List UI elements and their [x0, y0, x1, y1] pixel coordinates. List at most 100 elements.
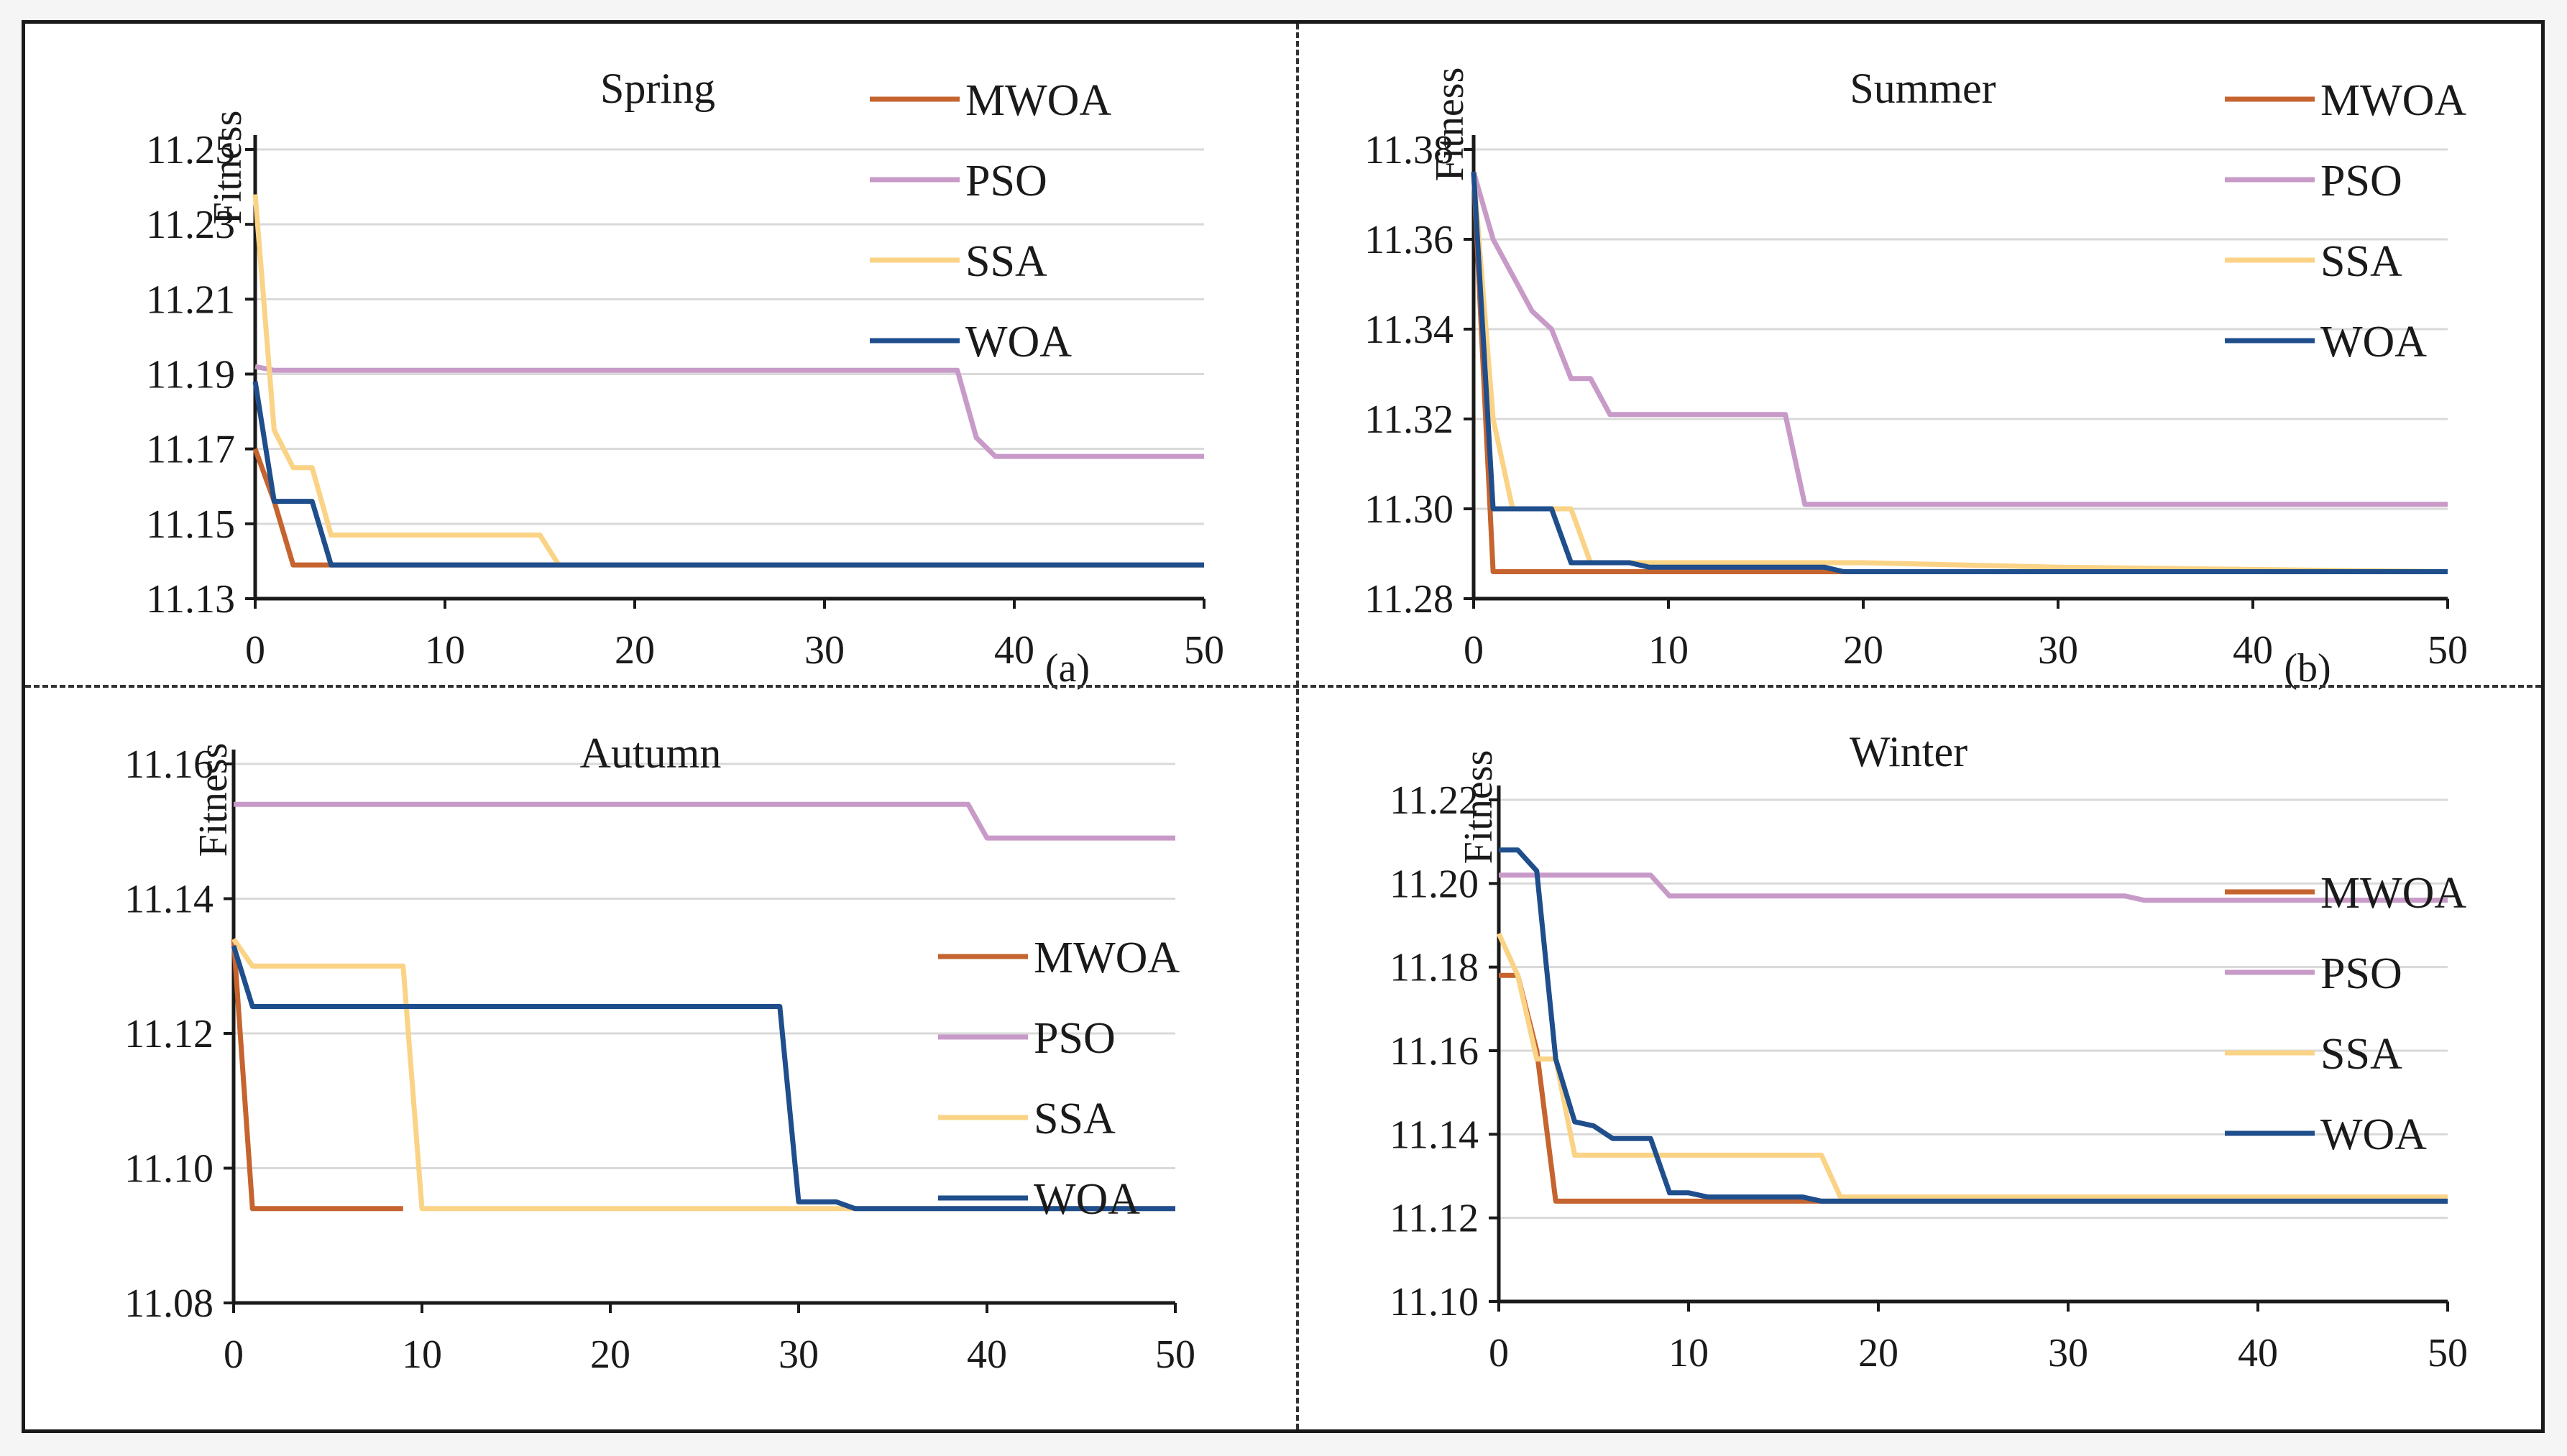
series-line-pso	[1499, 872, 2448, 903]
y-tick-label: 11.36	[1364, 218, 1454, 262]
y-tick-label: 11.30	[1364, 487, 1454, 532]
panel-winter: 11.10 11.12 11.14 11.16 11.18 11.20 11.22 0 10 20…	[1298, 699, 2567, 1375]
series-line-woa	[231, 945, 1175, 1212]
chart-title: Summer	[1850, 65, 1996, 112]
horizontal-divider	[25, 685, 2541, 688]
x-tick-label: 10	[425, 628, 465, 673]
series-line-mwoa	[1499, 972, 2448, 1204]
y-tick-label: 11.10	[1390, 1280, 1479, 1324]
legend-label-mwoa: MWOA	[2320, 76, 2466, 125]
y-tick-label: 11.08	[124, 1281, 213, 1326]
y-tick-label: 11.14	[1390, 1112, 1479, 1157]
y-tick-label: 11.25	[146, 128, 235, 172]
series-line-ssa	[1471, 172, 2448, 574]
panel-summer: 11.28 11.30 11.32 11.34 11.36 11.38 0 10 20 30 40 5…	[1298, 24, 2567, 699]
x-tick-label: 40	[967, 1332, 1007, 1375]
x-tick-label: 50	[1155, 1332, 1195, 1375]
legend-label-ssa: SSA	[2320, 1030, 2402, 1079]
series-line-woa	[252, 381, 1204, 568]
y-tick-label: 11.20	[1390, 862, 1479, 906]
legend-label-mwoa: MWOA	[2320, 869, 2466, 918]
x-tick-label: 30	[2038, 628, 2078, 673]
series-line-pso	[234, 801, 1175, 841]
y-axis-label: Fitness	[191, 743, 236, 857]
y-tick-label: 11.19	[146, 353, 235, 397]
x-tick-label: 40	[2233, 628, 2273, 673]
panel-label: (d)	[2284, 1372, 2330, 1375]
legend-label-mwoa: MWOA	[1034, 934, 1180, 982]
x-tick-label: 20	[590, 1332, 630, 1375]
legend-label-woa: WOA	[1034, 1175, 1140, 1224]
y-axis-label: Fitness	[1428, 68, 1472, 182]
y-axis-label: Fitness	[1456, 750, 1501, 865]
x-tick-label: 50	[2428, 1331, 2468, 1375]
x-tick-label: 30	[804, 628, 845, 673]
y-tick-label: 11.12	[1390, 1197, 1479, 1241]
panel-autumn: 11.08 11.10 11.12 11.14 11.16 0 10 20 30 40 50 Autu…	[25, 699, 1298, 1375]
y-tick-label: 11.22	[1390, 778, 1479, 823]
y-tick-label: 11.15	[146, 502, 235, 547]
x-tick-label: 50	[2428, 628, 2468, 673]
legend-label-ssa: SSA	[965, 237, 1047, 286]
y-tick-label: 11.17	[146, 428, 235, 472]
legend-label-woa: WOA	[965, 318, 1072, 367]
y-tick-label: 11.14	[124, 877, 213, 922]
chart-title: Autumn	[580, 729, 722, 777]
chart-svg: 11.13 11.15 11.17 11.19 11.21 11.23 11.25 0 10 20…	[146, 65, 1224, 691]
x-tick-label: 30	[779, 1332, 819, 1375]
panel-label: (a)	[1045, 646, 1090, 691]
y-tick-label: 11.13	[146, 577, 235, 622]
x-tick-label: 0	[1489, 1331, 1509, 1375]
y-tick-label: 11.34	[1364, 308, 1454, 352]
vertical-divider	[1296, 24, 1299, 1429]
y-tick-label: 11.16	[124, 742, 213, 787]
x-tick-label: 20	[615, 628, 655, 673]
x-tick-label: 20	[1858, 1331, 1898, 1375]
y-tick-label: 11.18	[1390, 946, 1479, 990]
y-tick-label: 11.28	[1364, 577, 1454, 622]
x-tick-label: 40	[2238, 1331, 2278, 1375]
figure-frame: 11.13 11.15 11.17 11.19 11.21 11.23 11.25 0 10 20…	[22, 20, 2545, 1433]
series-line-woa	[1471, 172, 2448, 574]
legend-label-woa: WOA	[2320, 318, 2427, 367]
x-tick-label: 20	[1843, 628, 1883, 673]
y-tick-label: 11.16	[1390, 1029, 1479, 1074]
legend-label-pso: PSO	[965, 157, 1047, 206]
legend-label-pso: PSO	[2320, 157, 2402, 206]
legend-label-mwoa: MWOA	[965, 76, 1111, 125]
legend-label-ssa: SSA	[2320, 237, 2402, 286]
chart-svg: 11.28 11.30 11.32 11.34 11.36 11.38 0 10 20 30 40 5…	[1364, 65, 2468, 691]
x-tick-label: 0	[245, 628, 265, 673]
series-line-mwoa	[252, 448, 1204, 568]
y-tick-label: 11.21	[146, 277, 235, 322]
legend-label-ssa: SSA	[1034, 1095, 1116, 1143]
legend-label-pso: PSO	[1034, 1014, 1116, 1063]
series-line-pso	[1471, 171, 2448, 507]
series-line-ssa	[231, 937, 1175, 1212]
legend-label-woa: WOA	[2320, 1110, 2427, 1159]
x-tick-label: 0	[1464, 628, 1484, 673]
chart-svg: 11.10 11.12 11.14 11.16 11.18 11.20 11.22 0 10 20…	[1390, 728, 2468, 1375]
chart-title: Winter	[1850, 728, 1967, 775]
y-tick-label: 11.23	[146, 203, 235, 247]
series-line-woa	[1499, 847, 2448, 1204]
panel-spring: 11.13 11.15 11.17 11.19 11.21 11.23 11.25 0 10 20…	[25, 24, 1298, 699]
x-tick-label: 50	[1184, 628, 1224, 673]
x-tick-label: 40	[994, 628, 1034, 673]
series-line-pso	[254, 364, 1204, 459]
y-tick-label: 11.12	[124, 1012, 213, 1056]
y-tick-label: 11.38	[1364, 128, 1454, 172]
series-line-ssa	[252, 194, 1204, 568]
x-tick-label: 30	[2048, 1331, 2088, 1375]
y-tick-label: 11.10	[124, 1147, 213, 1192]
x-tick-label: 10	[1648, 628, 1689, 673]
series-line-mwoa	[1471, 172, 2448, 574]
chart-svg: 11.08 11.10 11.12 11.14 11.16 0 10 20 30 40 50 Autu…	[124, 729, 1195, 1375]
x-tick-label: 0	[224, 1332, 244, 1375]
x-tick-label: 10	[1668, 1331, 1709, 1375]
series-line-mwoa	[231, 939, 403, 1212]
series-line-ssa	[1496, 932, 2448, 1200]
legend-label-pso: PSO	[2320, 949, 2402, 998]
y-axis-label: Fitness	[206, 111, 250, 225]
chart-title: Spring	[600, 65, 715, 112]
